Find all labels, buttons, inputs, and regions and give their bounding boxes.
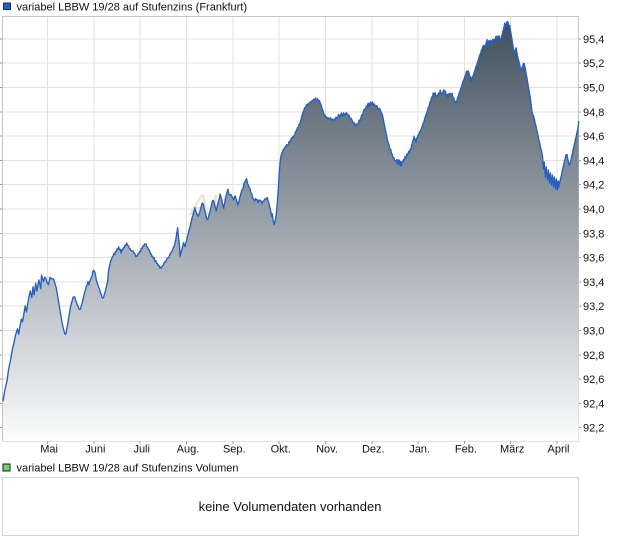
svg-text:92,8: 92,8 xyxy=(583,350,604,362)
svg-text:variabel LBBW 19/28 auf Stufen: variabel LBBW 19/28 auf Stufenzins Volum… xyxy=(17,463,239,475)
svg-text:Juni: Juni xyxy=(85,444,105,456)
svg-text:Nov.: Nov. xyxy=(316,444,338,456)
svg-text:94,8: 94,8 xyxy=(583,107,604,119)
svg-text:93,8: 93,8 xyxy=(583,228,604,240)
svg-text:93,0: 93,0 xyxy=(583,326,604,338)
svg-text:Juli: Juli xyxy=(133,444,150,456)
svg-text:92,2: 92,2 xyxy=(583,423,604,435)
svg-text:93,2: 93,2 xyxy=(583,301,604,313)
svg-text:April: April xyxy=(547,444,569,456)
svg-text:Mai: Mai xyxy=(40,444,58,456)
svg-text:94,0: 94,0 xyxy=(583,204,604,216)
svg-text:variabel LBBW 19/28 auf Stufen: variabel LBBW 19/28 auf Stufenzins (Fran… xyxy=(17,2,248,14)
svg-text:Feb.: Feb. xyxy=(455,444,477,456)
svg-text:keine Volumendaten vorhanden: keine Volumendaten vorhanden xyxy=(199,499,382,514)
svg-text:93,4: 93,4 xyxy=(583,277,604,289)
svg-text:93,6: 93,6 xyxy=(583,253,604,265)
svg-text:Sep.: Sep. xyxy=(223,444,246,456)
svg-text:94,4: 94,4 xyxy=(583,155,604,167)
svg-text:95,0: 95,0 xyxy=(583,83,604,95)
svg-text:94,6: 94,6 xyxy=(583,131,604,143)
svg-text:März: März xyxy=(500,444,524,456)
svg-text:95,4: 95,4 xyxy=(583,34,604,46)
svg-text:Aug.: Aug. xyxy=(177,444,200,456)
svg-text:92,6: 92,6 xyxy=(583,374,604,386)
svg-text:95,2: 95,2 xyxy=(583,58,604,70)
svg-text:Dez.: Dez. xyxy=(362,444,385,456)
svg-text:Okt.: Okt. xyxy=(271,444,291,456)
svg-text:94,2: 94,2 xyxy=(583,180,604,192)
svg-text:92,4: 92,4 xyxy=(583,398,604,410)
svg-text:Jan.: Jan. xyxy=(409,444,430,456)
